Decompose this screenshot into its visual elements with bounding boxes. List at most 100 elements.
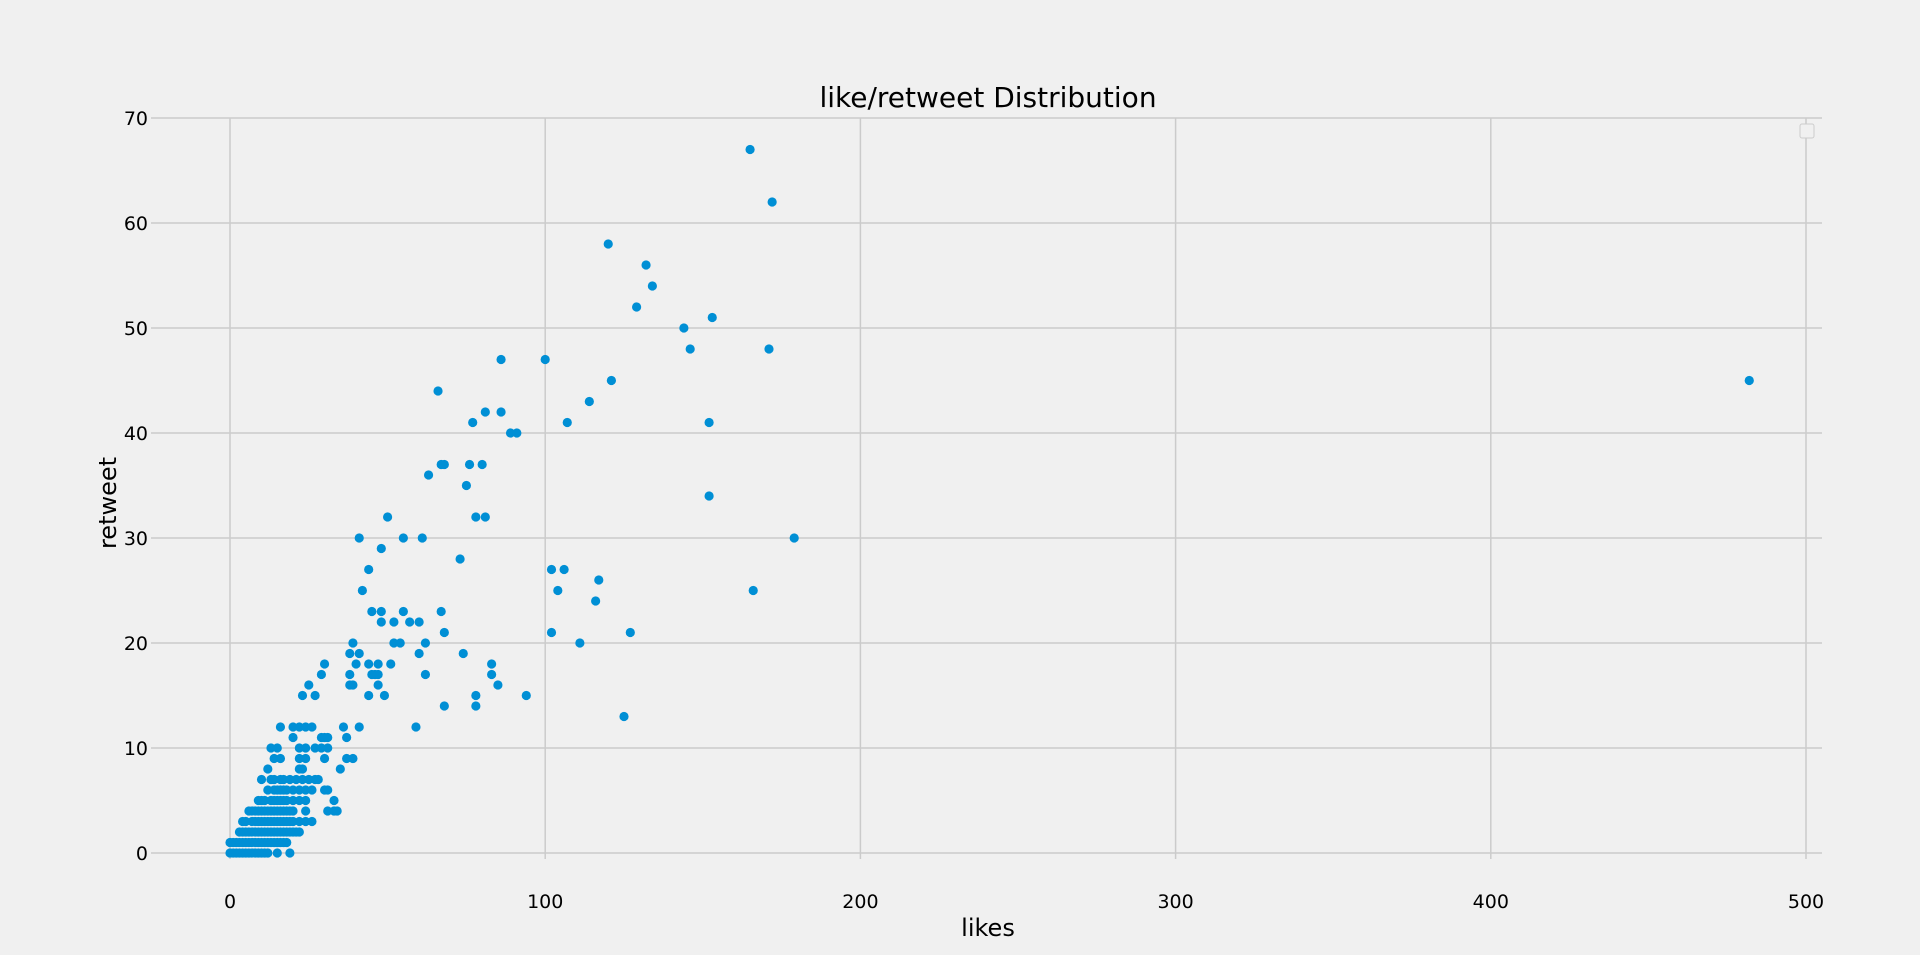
scatter-point xyxy=(405,617,415,627)
scatter-point xyxy=(269,753,279,764)
scatter-point xyxy=(546,564,557,575)
scatter-point xyxy=(505,428,516,438)
x-tick-label: 300 xyxy=(1157,891,1193,913)
scatter-point xyxy=(354,648,364,659)
scatter-point xyxy=(351,659,361,669)
scatter-point xyxy=(767,197,777,207)
scatter-point xyxy=(373,680,383,690)
scatter-point xyxy=(301,816,311,827)
x-tick-label: 100 xyxy=(527,891,563,913)
scatter-point xyxy=(420,638,431,648)
scatter-point xyxy=(275,722,286,732)
scatter-point xyxy=(373,669,383,680)
scatter-point xyxy=(411,722,421,732)
scatter-point xyxy=(546,627,557,638)
scatter-points xyxy=(225,144,1754,858)
scatter-point xyxy=(275,753,286,764)
scatter-point xyxy=(647,281,657,291)
scatter-point xyxy=(619,711,629,722)
y-tick-label: 60 xyxy=(124,213,148,235)
scatter-point xyxy=(342,753,352,764)
scatter-point xyxy=(316,669,327,680)
scatter-point xyxy=(288,722,298,732)
scatter-point xyxy=(1744,375,1754,386)
scatter-point xyxy=(307,722,317,732)
scatter-point xyxy=(294,816,304,827)
scatter-point xyxy=(471,701,481,711)
scatter-point xyxy=(319,753,330,764)
scatter-point xyxy=(285,774,295,785)
scatter-point xyxy=(338,722,349,732)
scatter-point xyxy=(480,512,490,522)
scatter-point xyxy=(436,606,446,617)
scatter-point xyxy=(364,659,374,669)
x-tick-label: 0 xyxy=(224,891,236,913)
scatter-point xyxy=(455,554,465,564)
scatter-point xyxy=(294,753,304,764)
scatter-point xyxy=(297,774,308,785)
scatter-point xyxy=(487,669,497,680)
scatter-point xyxy=(357,585,367,596)
scatter-point xyxy=(493,680,503,690)
scatter-point xyxy=(288,806,298,816)
scatter-point xyxy=(313,774,323,785)
y-tick-label: 40 xyxy=(124,423,148,445)
scatter-point xyxy=(468,417,478,428)
scatter-point xyxy=(323,743,333,753)
scatter-point xyxy=(398,606,408,617)
scatter-point xyxy=(553,585,563,596)
scatter-point xyxy=(417,533,427,543)
scatter-point xyxy=(278,774,289,785)
scatter-point xyxy=(461,480,471,491)
scatter-point xyxy=(269,774,279,785)
scatter-point xyxy=(379,690,390,701)
scatter-point xyxy=(594,575,604,585)
scatter-point xyxy=(423,470,434,480)
scatter-point xyxy=(433,386,443,396)
scatter-point xyxy=(487,659,497,669)
scatter-point xyxy=(272,848,282,858)
scatter-point xyxy=(294,827,304,837)
scatter-point xyxy=(603,239,613,249)
scatter-point xyxy=(458,648,468,659)
scatter-point xyxy=(335,764,345,774)
chart-title: like/retweet Distribution xyxy=(819,81,1156,114)
scatter-point xyxy=(477,459,487,470)
scatter-point xyxy=(301,753,311,764)
scatter-point xyxy=(521,690,531,701)
scatter-point xyxy=(748,585,758,596)
scatter-point xyxy=(285,848,295,858)
scatter-point xyxy=(685,344,695,354)
scatter-point xyxy=(288,732,298,743)
scatter-point xyxy=(316,743,327,753)
scatter-point xyxy=(294,795,304,806)
scatter-point xyxy=(354,533,364,543)
scatter-point xyxy=(439,701,449,711)
scatter-point xyxy=(263,848,273,858)
scatter-point xyxy=(291,774,301,785)
scatter-point xyxy=(294,722,304,732)
scatter-point xyxy=(297,764,308,774)
scatter-point xyxy=(496,354,506,365)
scatter-point xyxy=(364,690,374,701)
scatter-point xyxy=(288,795,298,806)
scatter-point xyxy=(389,617,399,627)
scatter-point xyxy=(632,302,642,312)
scatter-point xyxy=(562,417,572,428)
x-axis-label: likes xyxy=(961,914,1015,942)
scatter-point xyxy=(304,680,314,690)
tick-labels: 0 100 200 300 400 500 0 10 20 30 40 50 60 70 xyxy=(124,108,1824,913)
legend-box xyxy=(1799,123,1815,139)
scatter-point xyxy=(345,648,355,659)
scatter-point xyxy=(294,743,304,753)
scatter-point xyxy=(512,428,522,438)
scatter-point xyxy=(282,837,292,848)
scatter-point xyxy=(679,323,689,333)
scatter-point xyxy=(575,638,585,648)
scatter-point xyxy=(345,669,355,680)
scatter-point xyxy=(323,732,333,743)
x-tick-label: 200 xyxy=(842,891,878,913)
scatter-point xyxy=(329,795,339,806)
scatter-point xyxy=(301,722,311,732)
